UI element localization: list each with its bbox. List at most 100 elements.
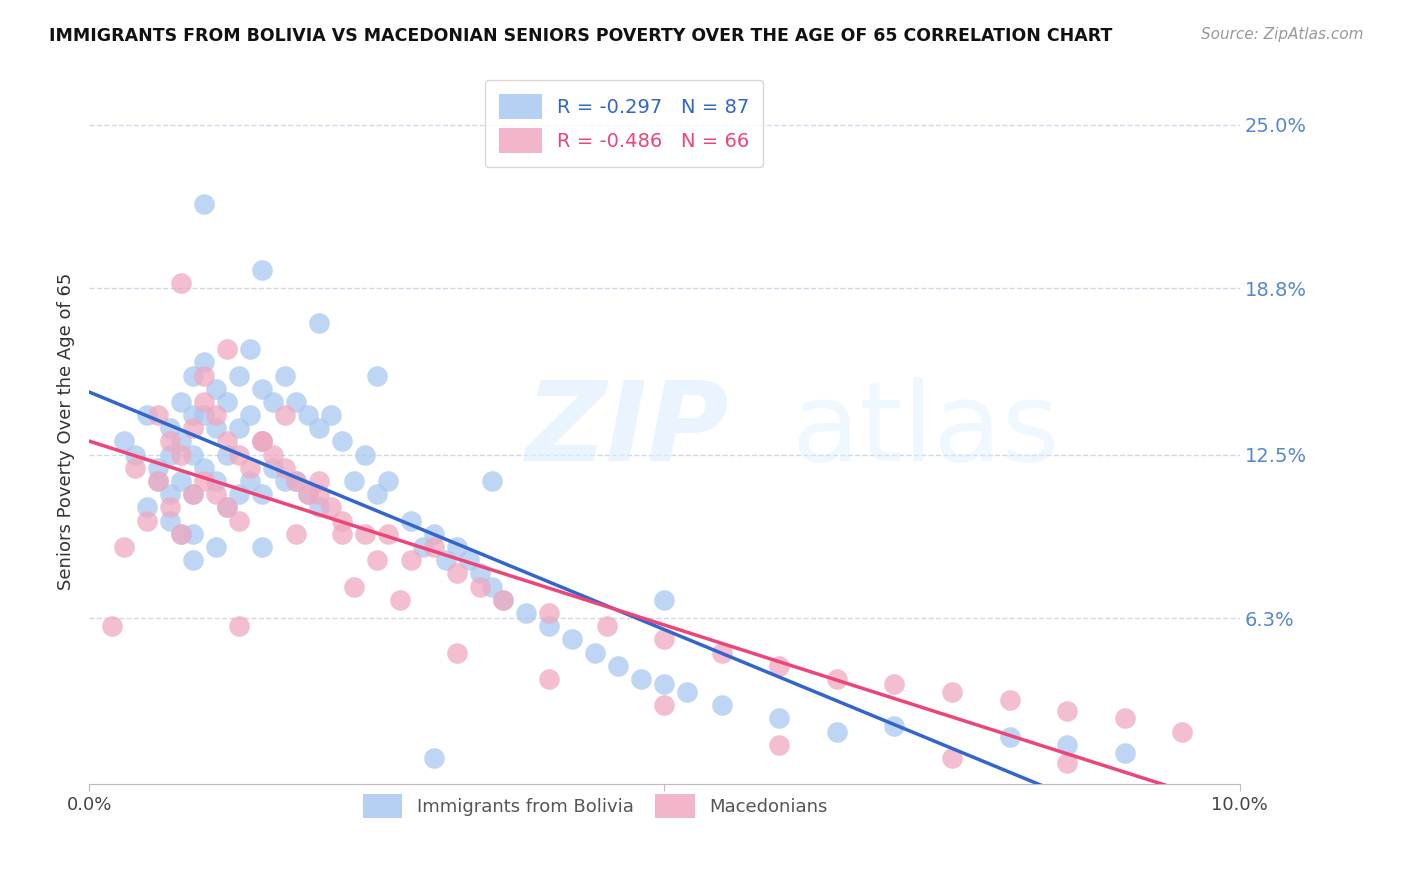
- Point: [250, 263, 273, 277]
- Point: [998, 730, 1021, 744]
- Point: [181, 553, 204, 567]
- Point: [883, 719, 905, 733]
- Point: [170, 434, 193, 449]
- Point: [366, 553, 388, 567]
- Point: [481, 580, 503, 594]
- Point: [330, 434, 353, 449]
- Text: atlas: atlas: [792, 377, 1060, 484]
- Point: [470, 580, 492, 594]
- Point: [399, 514, 422, 528]
- Point: [412, 540, 434, 554]
- Point: [170, 448, 193, 462]
- Point: [366, 368, 388, 383]
- Point: [170, 276, 193, 290]
- Point: [768, 738, 790, 752]
- Point: [285, 526, 308, 541]
- Point: [228, 448, 250, 462]
- Point: [446, 646, 468, 660]
- Point: [181, 487, 204, 501]
- Point: [883, 677, 905, 691]
- Point: [228, 514, 250, 528]
- Point: [135, 514, 157, 528]
- Point: [297, 487, 319, 501]
- Point: [596, 619, 619, 633]
- Point: [193, 197, 215, 211]
- Point: [654, 592, 676, 607]
- Point: [308, 487, 330, 501]
- Point: [159, 514, 181, 528]
- Point: [285, 474, 308, 488]
- Point: [204, 540, 226, 554]
- Point: [181, 448, 204, 462]
- Point: [446, 566, 468, 581]
- Point: [377, 526, 399, 541]
- Point: [146, 461, 169, 475]
- Point: [308, 316, 330, 330]
- Point: [193, 474, 215, 488]
- Point: [492, 592, 515, 607]
- Point: [250, 434, 273, 449]
- Point: [181, 421, 204, 435]
- Point: [676, 685, 699, 699]
- Point: [538, 606, 561, 620]
- Point: [250, 434, 273, 449]
- Point: [228, 421, 250, 435]
- Point: [239, 474, 262, 488]
- Point: [825, 724, 848, 739]
- Point: [112, 434, 135, 449]
- Point: [319, 408, 342, 422]
- Point: [343, 474, 366, 488]
- Point: [101, 619, 124, 633]
- Point: [135, 500, 157, 515]
- Point: [217, 500, 239, 515]
- Point: [170, 526, 193, 541]
- Point: [343, 580, 366, 594]
- Point: [204, 408, 226, 422]
- Point: [159, 500, 181, 515]
- Point: [998, 693, 1021, 707]
- Point: [228, 619, 250, 633]
- Point: [561, 632, 583, 647]
- Point: [1056, 756, 1078, 771]
- Point: [217, 395, 239, 409]
- Point: [146, 474, 169, 488]
- Point: [193, 461, 215, 475]
- Point: [654, 698, 676, 713]
- Point: [538, 672, 561, 686]
- Point: [193, 368, 215, 383]
- Point: [1114, 746, 1136, 760]
- Point: [1171, 724, 1194, 739]
- Point: [250, 434, 273, 449]
- Point: [481, 474, 503, 488]
- Point: [273, 368, 295, 383]
- Y-axis label: Seniors Poverty Over the Age of 65: Seniors Poverty Over the Age of 65: [58, 272, 75, 590]
- Point: [434, 553, 457, 567]
- Point: [825, 672, 848, 686]
- Point: [399, 553, 422, 567]
- Point: [239, 408, 262, 422]
- Point: [159, 421, 181, 435]
- Point: [515, 606, 537, 620]
- Point: [204, 382, 226, 396]
- Point: [124, 448, 146, 462]
- Point: [193, 408, 215, 422]
- Point: [366, 487, 388, 501]
- Point: [239, 342, 262, 356]
- Point: [159, 487, 181, 501]
- Point: [1056, 738, 1078, 752]
- Point: [204, 421, 226, 435]
- Point: [146, 474, 169, 488]
- Point: [538, 619, 561, 633]
- Point: [273, 461, 295, 475]
- Point: [308, 500, 330, 515]
- Point: [262, 395, 284, 409]
- Point: [308, 474, 330, 488]
- Point: [330, 514, 353, 528]
- Point: [583, 646, 606, 660]
- Point: [146, 408, 169, 422]
- Point: [217, 434, 239, 449]
- Point: [262, 461, 284, 475]
- Point: [181, 408, 204, 422]
- Point: [170, 474, 193, 488]
- Point: [228, 487, 250, 501]
